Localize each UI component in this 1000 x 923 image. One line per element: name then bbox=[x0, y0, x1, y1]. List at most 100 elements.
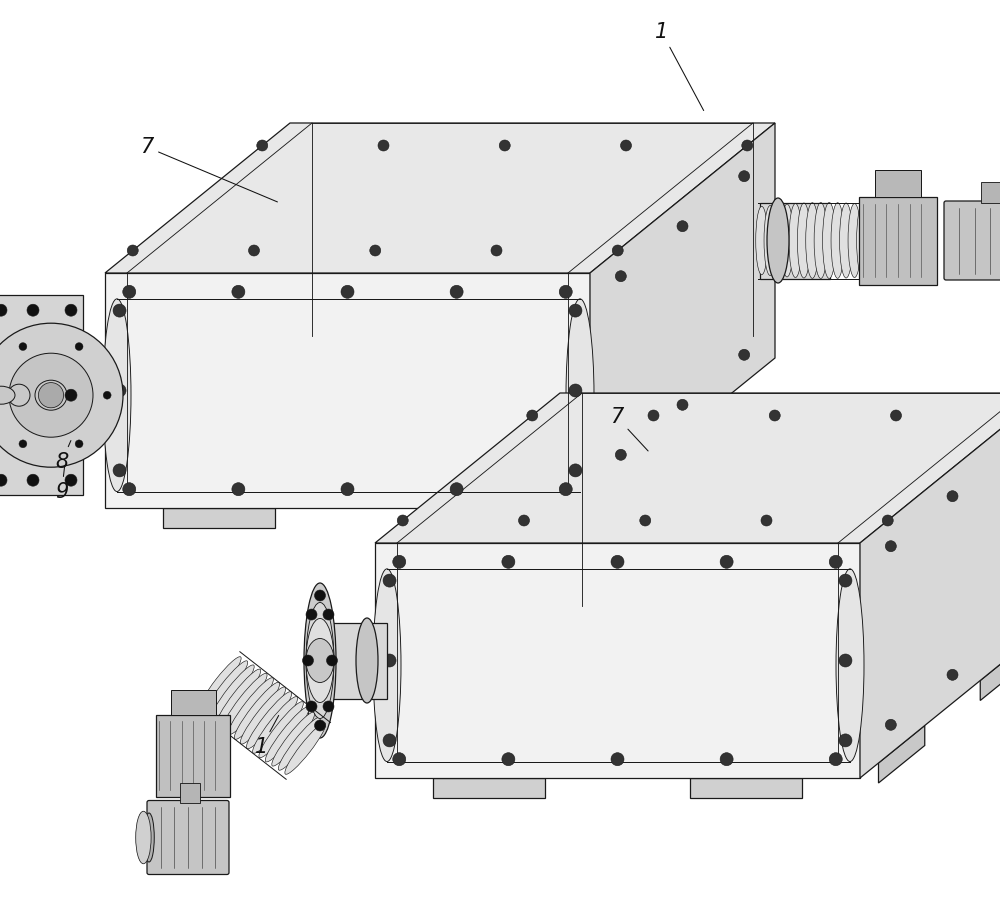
Circle shape bbox=[27, 305, 39, 317]
Circle shape bbox=[829, 556, 842, 569]
Polygon shape bbox=[760, 202, 830, 279]
Polygon shape bbox=[433, 778, 545, 798]
Circle shape bbox=[620, 140, 632, 151]
Polygon shape bbox=[590, 123, 775, 508]
Polygon shape bbox=[105, 123, 775, 273]
Circle shape bbox=[65, 390, 77, 402]
Circle shape bbox=[569, 464, 582, 477]
Circle shape bbox=[341, 483, 354, 496]
Circle shape bbox=[248, 245, 260, 256]
Circle shape bbox=[677, 400, 688, 411]
Text: 1: 1 bbox=[255, 715, 279, 757]
Circle shape bbox=[370, 245, 381, 256]
Circle shape bbox=[491, 245, 502, 256]
Polygon shape bbox=[0, 295, 83, 496]
Circle shape bbox=[450, 483, 463, 496]
Circle shape bbox=[839, 734, 852, 747]
Ellipse shape bbox=[278, 717, 320, 770]
Circle shape bbox=[761, 515, 772, 526]
Ellipse shape bbox=[848, 203, 861, 278]
Circle shape bbox=[113, 304, 126, 318]
Circle shape bbox=[397, 515, 408, 526]
Circle shape bbox=[302, 655, 314, 666]
Circle shape bbox=[306, 701, 317, 712]
Ellipse shape bbox=[228, 677, 273, 735]
Circle shape bbox=[75, 440, 83, 448]
Ellipse shape bbox=[857, 204, 869, 277]
Polygon shape bbox=[980, 646, 1000, 701]
Ellipse shape bbox=[240, 687, 286, 744]
Circle shape bbox=[769, 410, 780, 421]
Circle shape bbox=[383, 734, 396, 747]
Circle shape bbox=[0, 305, 7, 317]
Circle shape bbox=[885, 719, 896, 730]
Circle shape bbox=[839, 574, 852, 587]
Circle shape bbox=[9, 354, 93, 438]
Ellipse shape bbox=[0, 386, 15, 404]
Ellipse shape bbox=[831, 203, 844, 279]
Ellipse shape bbox=[272, 712, 315, 766]
Ellipse shape bbox=[882, 207, 894, 275]
Circle shape bbox=[383, 574, 396, 587]
Ellipse shape bbox=[259, 701, 303, 758]
Circle shape bbox=[559, 483, 572, 496]
Ellipse shape bbox=[767, 198, 789, 283]
Circle shape bbox=[720, 556, 733, 569]
Circle shape bbox=[113, 384, 126, 397]
Text: 8: 8 bbox=[55, 440, 71, 472]
Circle shape bbox=[19, 440, 27, 448]
Circle shape bbox=[885, 541, 896, 552]
Circle shape bbox=[615, 450, 626, 461]
Circle shape bbox=[341, 285, 354, 298]
Circle shape bbox=[890, 410, 902, 421]
Ellipse shape bbox=[246, 691, 292, 749]
Ellipse shape bbox=[136, 811, 151, 864]
Circle shape bbox=[499, 140, 510, 151]
Circle shape bbox=[0, 323, 123, 467]
Circle shape bbox=[739, 171, 750, 182]
Bar bbox=[180, 783, 200, 802]
Ellipse shape bbox=[865, 205, 878, 276]
Text: 9: 9 bbox=[55, 466, 68, 502]
Bar bbox=[859, 197, 937, 284]
Circle shape bbox=[947, 491, 958, 502]
Circle shape bbox=[569, 384, 582, 397]
Circle shape bbox=[314, 720, 326, 731]
Circle shape bbox=[65, 474, 77, 486]
Circle shape bbox=[314, 590, 326, 601]
Ellipse shape bbox=[265, 707, 309, 761]
Text: 7: 7 bbox=[610, 407, 648, 451]
Polygon shape bbox=[420, 508, 532, 528]
Ellipse shape bbox=[144, 813, 154, 862]
Ellipse shape bbox=[8, 384, 30, 406]
Ellipse shape bbox=[823, 202, 836, 279]
Circle shape bbox=[257, 140, 268, 151]
Ellipse shape bbox=[806, 203, 819, 279]
Ellipse shape bbox=[306, 618, 334, 702]
Ellipse shape bbox=[306, 639, 334, 682]
Circle shape bbox=[677, 221, 688, 232]
Ellipse shape bbox=[206, 661, 248, 713]
Circle shape bbox=[326, 655, 338, 666]
Circle shape bbox=[559, 285, 572, 298]
Ellipse shape bbox=[772, 205, 785, 276]
Polygon shape bbox=[375, 543, 860, 778]
Bar bbox=[875, 170, 921, 197]
Circle shape bbox=[38, 383, 64, 408]
Circle shape bbox=[232, 285, 245, 298]
Ellipse shape bbox=[373, 569, 401, 761]
Circle shape bbox=[829, 752, 842, 766]
Circle shape bbox=[612, 245, 623, 256]
Ellipse shape bbox=[814, 202, 827, 279]
Circle shape bbox=[640, 515, 651, 526]
Ellipse shape bbox=[781, 204, 793, 277]
Ellipse shape bbox=[840, 203, 853, 278]
Text: 7: 7 bbox=[140, 137, 277, 202]
Polygon shape bbox=[320, 622, 387, 699]
Circle shape bbox=[882, 515, 893, 526]
Ellipse shape bbox=[285, 723, 326, 774]
Ellipse shape bbox=[764, 206, 776, 275]
Circle shape bbox=[123, 483, 136, 496]
Circle shape bbox=[502, 556, 515, 569]
Ellipse shape bbox=[356, 618, 378, 703]
